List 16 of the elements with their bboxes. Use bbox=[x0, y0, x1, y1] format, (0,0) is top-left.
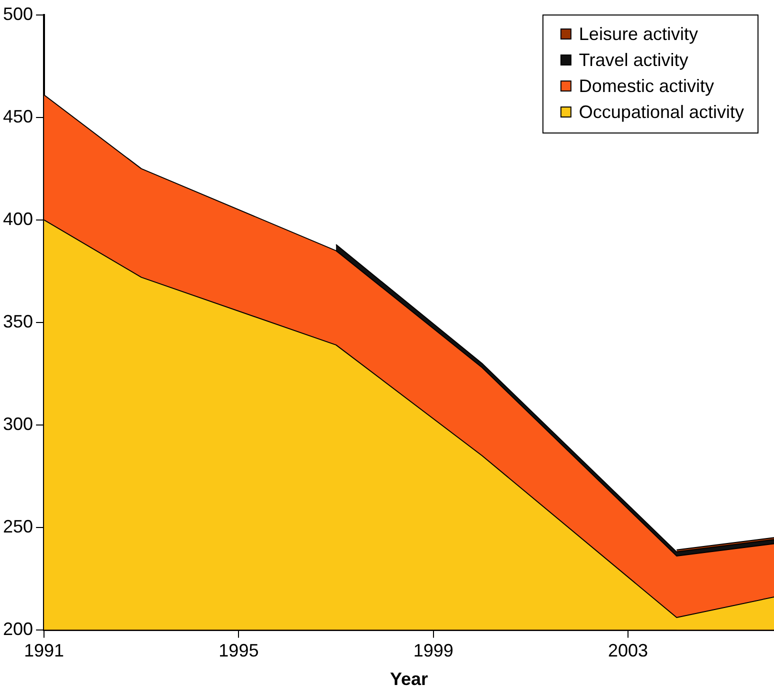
x-tick-label: 2003 bbox=[608, 640, 648, 661]
y-tick-label: 350 bbox=[2, 311, 34, 332]
x-tick-label: 1995 bbox=[218, 640, 259, 661]
y-tick-label: 400 bbox=[2, 208, 34, 229]
y-tick-label: 300 bbox=[2, 414, 34, 434]
legend-label: Leisure activity bbox=[578, 24, 698, 44]
y-tick-label: 200 bbox=[2, 618, 34, 639]
y-tick-label: 250 bbox=[2, 516, 34, 536]
x-axis-title: Year bbox=[390, 669, 428, 690]
y-tick-label: 450 bbox=[2, 106, 34, 126]
x-tick-label: 1991 bbox=[24, 640, 64, 661]
legend-label: Travel activity bbox=[578, 50, 688, 70]
y-tick-label: 500 bbox=[2, 4, 34, 24]
x-tick-label: 1999 bbox=[413, 640, 454, 661]
legend-label: Occupational activity bbox=[578, 102, 744, 122]
legend-label: Domestic activity bbox=[578, 76, 714, 96]
